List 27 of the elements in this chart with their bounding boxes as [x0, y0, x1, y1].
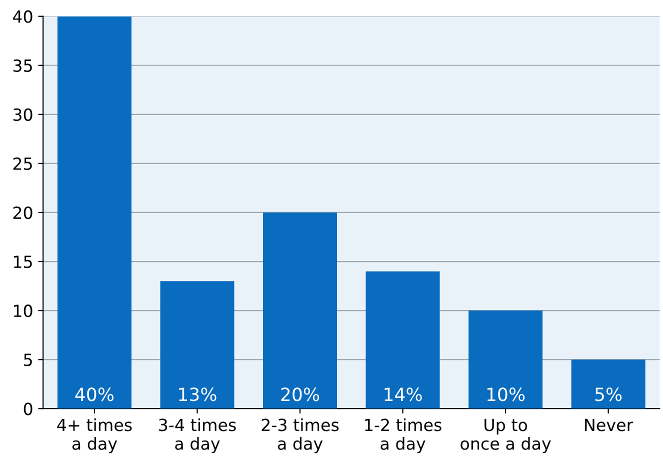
y-tick-label: 35: [13, 59, 32, 72]
bar: [571, 360, 646, 409]
bar: [366, 271, 440, 409]
data-label: 14%: [384, 388, 422, 402]
y-tick-label: 30: [13, 108, 32, 121]
data-label: 20%: [281, 388, 320, 402]
x-tick-label: 3-4 times a day: [159, 418, 236, 454]
y-tick-label: 25: [13, 157, 32, 170]
bar: [160, 281, 234, 409]
y-tick-label: 20: [13, 206, 32, 220]
y-tick-label: 40: [12, 10, 32, 23]
y-tick-label: 15: [14, 256, 32, 268]
data-label: 5%: [595, 388, 622, 402]
bar: [57, 16, 132, 409]
x-tick-label: 2-3 times a day: [262, 418, 339, 454]
data-label: 10%: [487, 388, 525, 402]
x-tick-label: 4+ times a day: [57, 418, 132, 454]
x-tick-label: 1-2 times a day: [365, 418, 442, 454]
y-tick-label: 0: [24, 402, 32, 416]
bar: [468, 310, 543, 409]
bar: [263, 212, 338, 409]
data-label: 40%: [75, 388, 114, 402]
x-tick-label: Up to once a day: [460, 418, 551, 454]
y-tick-label: 5: [24, 354, 32, 366]
data-label: 13%: [179, 388, 216, 402]
y-tick-label: 10: [14, 304, 32, 318]
x-tick-label: Never: [585, 418, 634, 432]
